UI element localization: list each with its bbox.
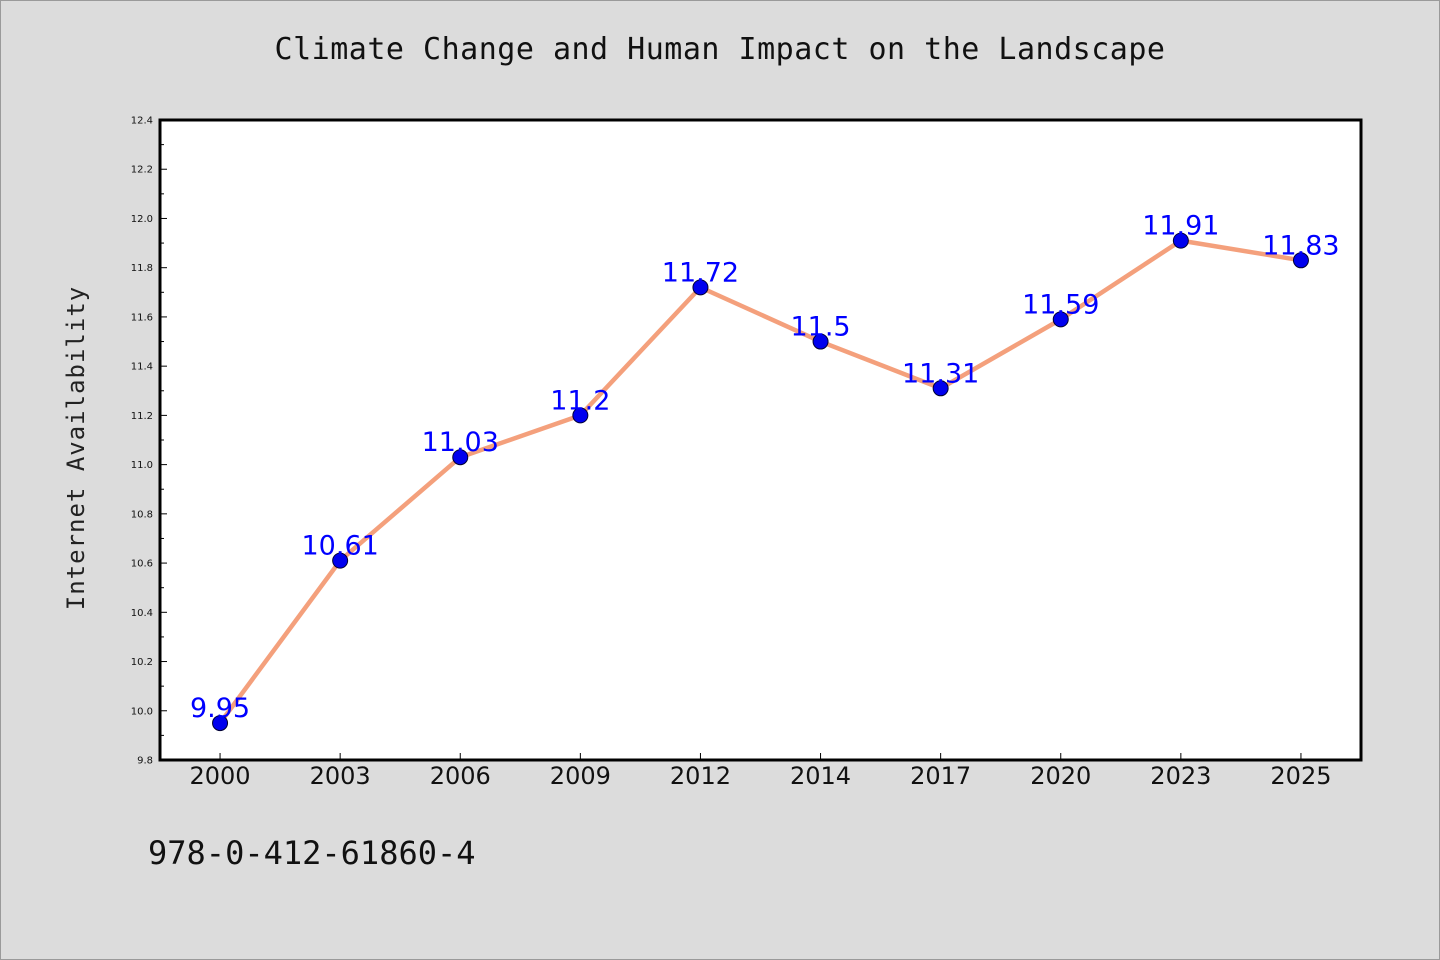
- plot-area: [158, 118, 1363, 762]
- series-layer: 9.95 10.61 11.03 11.2 11.72 11.5 11.31 11.59 11.…: [190, 211, 1340, 732]
- y-tick-label: 12.2: [131, 165, 153, 176]
- data-point: [812, 333, 829, 350]
- data-label: 11.31: [902, 358, 979, 389]
- data-label: 11.91: [1142, 211, 1219, 242]
- data-point: [1292, 252, 1309, 269]
- x-tick-label: 2006: [430, 762, 491, 790]
- x-tick-label: 2000: [190, 762, 251, 790]
- y-tick-label: 10.6: [131, 559, 153, 570]
- data-point: [332, 552, 349, 569]
- y-tick-label: 11.4: [131, 362, 153, 373]
- y-tick-label: 11.2: [131, 411, 153, 422]
- data-label: 9.95: [190, 693, 250, 724]
- data-point: [1052, 311, 1069, 328]
- x-tick-label: 2025: [1270, 762, 1331, 790]
- y-tick-label: 12.0: [131, 214, 153, 225]
- data-label: 11.59: [1022, 289, 1099, 320]
- y-tick-label: 10.4: [131, 608, 153, 619]
- data-point: [452, 449, 469, 466]
- y-tick-label: 11.6: [131, 312, 153, 323]
- series-line: [218, 238, 1302, 725]
- y-tick-label: 11.8: [131, 263, 153, 274]
- data-point: [1172, 232, 1189, 249]
- data-label: 10.61: [302, 531, 379, 562]
- chart-title: Climate Change and Human Impact on the L…: [274, 32, 1166, 67]
- x-tick-label: 2020: [1030, 762, 1091, 790]
- x-tick-label: 2012: [670, 762, 731, 790]
- x-tick-label: 2003: [310, 762, 371, 790]
- data-point: [572, 407, 589, 424]
- y-tick-label: 10.0: [131, 706, 153, 717]
- data-label: 11.83: [1262, 230, 1339, 261]
- y-tick-label: 12.4: [131, 116, 153, 127]
- x-tick-label: 2017: [910, 762, 971, 790]
- isbn-text: 978-0-412-61860-4: [148, 834, 476, 872]
- data-point: [212, 715, 229, 732]
- x-tick-label: 2009: [550, 762, 611, 790]
- y-tick-label: 10.8: [131, 509, 153, 520]
- data-label: 11.5: [790, 312, 850, 343]
- data-label: 11.03: [422, 427, 499, 458]
- x-tick-label: 2023: [1150, 762, 1211, 790]
- data-label: 11.2: [550, 385, 610, 416]
- data-point: [932, 380, 949, 397]
- y-tick-label: 10.2: [131, 657, 153, 668]
- x-axis: 2000 2003 2006 2009 2012 2014 2017 2020 2023 2025: [190, 753, 1331, 790]
- y-tick-label: 9.8: [137, 756, 153, 767]
- y-axis: 9.8 10.0 10.2 10.4 10.6 10.8 11.0 11.2 11.4 11.6 1…: [131, 116, 167, 767]
- data-label: 11.72: [662, 257, 739, 288]
- data-point: [692, 279, 709, 296]
- y-tick-label: 11.0: [131, 460, 153, 471]
- x-tick-label: 2014: [790, 762, 851, 790]
